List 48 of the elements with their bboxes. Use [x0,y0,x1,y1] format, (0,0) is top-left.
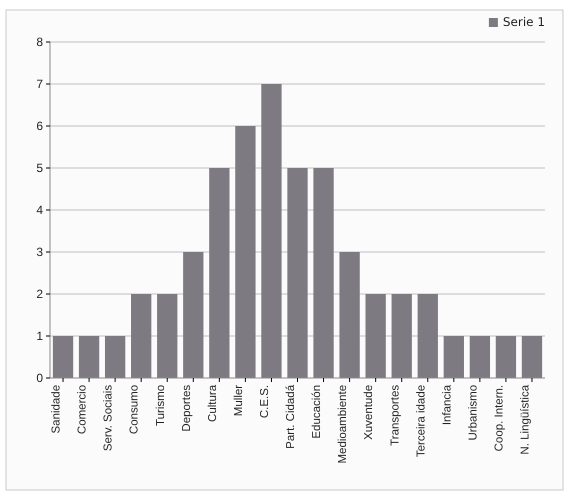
y-tick-label: 2 [36,286,44,301]
bar [78,336,100,378]
y-tick-label: 7 [36,76,44,91]
x-tick-label: Medioambiente [337,384,350,464]
x-tick-label: Coop. Intern. [493,384,506,452]
bar [365,294,386,378]
x-tick-label: Serv. Sociais [102,384,115,452]
x-tick-label: Infancia [441,384,454,426]
x-tick-label: Cultura [206,384,219,422]
bar [235,126,256,378]
legend-label: Serie 1 [502,15,545,29]
bar [522,336,542,378]
bar [392,294,412,378]
y-tick-label: 4 [36,202,44,217]
x-tick-label: Turismo [154,384,167,426]
bar [313,168,334,378]
bar [183,252,204,378]
y-tick-label: 0 [36,370,44,385]
bar [418,294,438,378]
bar [157,294,178,378]
x-tick-label: Terceira idade [415,384,428,458]
y-tick-label: 6 [36,118,44,133]
bar [339,252,360,378]
x-tick-label: Part. Cidadá [285,384,298,449]
bar [470,336,490,378]
x-tick-label: Comercio [76,384,89,434]
x-tick-label: N. Lingüística [520,384,532,455]
bar [287,168,308,378]
bar [444,336,464,378]
x-tick-label: Xuventude [363,384,376,440]
x-tick-label: Deportes [180,384,193,432]
x-tick-label: Sanidade [50,384,63,434]
y-tick-label: 8 [36,34,44,49]
bar [52,336,74,378]
bar [131,294,152,378]
x-tick-label: Muller [232,384,245,416]
bar [209,168,230,378]
y-tick-label: 5 [36,160,44,175]
bar [261,84,282,378]
x-tick-label: Educación [311,384,324,439]
y-tick-label: 1 [36,328,44,343]
x-tick-label: Transportes [389,384,402,446]
bar [496,336,516,378]
x-tick-label: Consumo [128,384,141,434]
bar [104,336,126,378]
x-tick-label: C.E.S. [258,384,271,418]
x-tick-label: Urbanismo [467,384,480,441]
y-tick-label: 3 [36,244,44,259]
